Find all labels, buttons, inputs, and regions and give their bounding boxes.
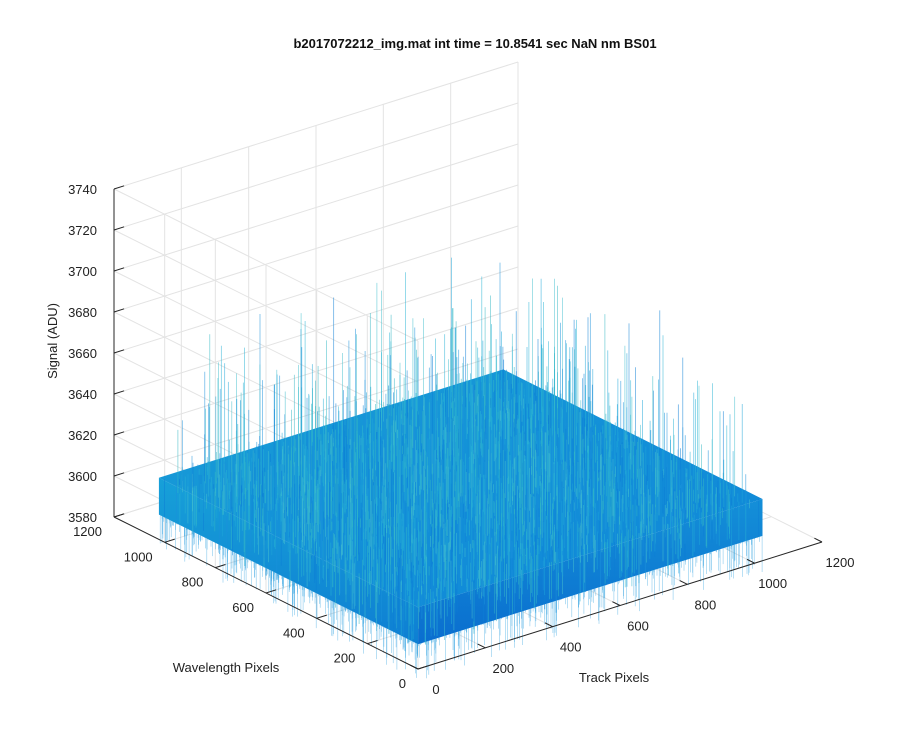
y-tick-label: 0 <box>399 676 406 691</box>
surface-side-front <box>418 499 763 645</box>
data-surface <box>158 257 763 679</box>
z-axis-label: Signal (ADU) <box>45 303 60 379</box>
y-tick <box>265 589 277 594</box>
x-tick-label: 1200 <box>826 555 855 570</box>
x-tick <box>679 580 688 585</box>
z-tick-label: 3740 <box>68 182 97 197</box>
chart-title: b2017072212_img.mat int time = 10.8541 s… <box>293 36 656 51</box>
x-axis-label: Track Pixels <box>579 670 650 685</box>
y-tick-label: 600 <box>232 600 254 615</box>
z-tick-label: 3600 <box>68 469 97 484</box>
y-axis-label: Wavelength Pixels <box>173 660 280 675</box>
x-tick-label: 600 <box>627 619 649 634</box>
x-tick <box>477 643 486 649</box>
z-tick <box>113 390 125 395</box>
z-tick-label: 3580 <box>68 510 97 525</box>
y-tick-label: 1000 <box>124 549 153 564</box>
z-tick <box>113 267 125 272</box>
grid-line <box>113 102 519 231</box>
x-tick <box>544 622 553 628</box>
z-tick <box>113 472 125 477</box>
x-tick <box>814 537 823 543</box>
y-tick <box>215 564 226 569</box>
y-tick-label: 1200 <box>73 524 102 539</box>
x-tick-label: 800 <box>694 597 716 612</box>
x-tick <box>410 664 419 670</box>
y-tick-label: 400 <box>283 625 305 640</box>
x-tick-label: 0 <box>432 682 439 697</box>
z-tick <box>113 185 125 190</box>
z-tick <box>113 349 125 354</box>
axis-text: b2017072212_img.mat int time = 10.8541 s… <box>45 36 854 697</box>
z-tick-label: 3700 <box>68 264 97 279</box>
grid-line <box>113 143 519 272</box>
grid-line <box>113 184 519 313</box>
x-tick-label: 200 <box>492 661 514 676</box>
x-tick <box>612 601 621 606</box>
z-tick <box>113 431 125 436</box>
z-tick-label: 3640 <box>68 387 97 402</box>
z-tick <box>113 226 125 231</box>
y-tick <box>316 614 327 619</box>
z-tick-label: 3620 <box>68 428 97 443</box>
z-tick <box>113 513 125 518</box>
y-tick-label: 800 <box>182 575 204 590</box>
grid-line <box>113 229 419 383</box>
y-tick-label: 200 <box>334 651 356 666</box>
z-tick-label: 3680 <box>68 305 97 320</box>
x-tick-label: 400 <box>560 640 582 655</box>
z-tick-label: 3720 <box>68 223 97 238</box>
x-tick <box>746 558 755 564</box>
y-tick <box>164 538 175 543</box>
axes <box>113 185 823 670</box>
grid-line <box>113 270 419 424</box>
grid-line <box>113 61 519 190</box>
z-tick-label: 3660 <box>68 346 97 361</box>
z-tick <box>113 308 125 313</box>
x-tick-label: 1000 <box>758 576 787 591</box>
y-tick <box>367 640 378 645</box>
grid-line <box>113 188 419 342</box>
surface-noise <box>159 257 763 679</box>
y-tick <box>417 665 429 670</box>
